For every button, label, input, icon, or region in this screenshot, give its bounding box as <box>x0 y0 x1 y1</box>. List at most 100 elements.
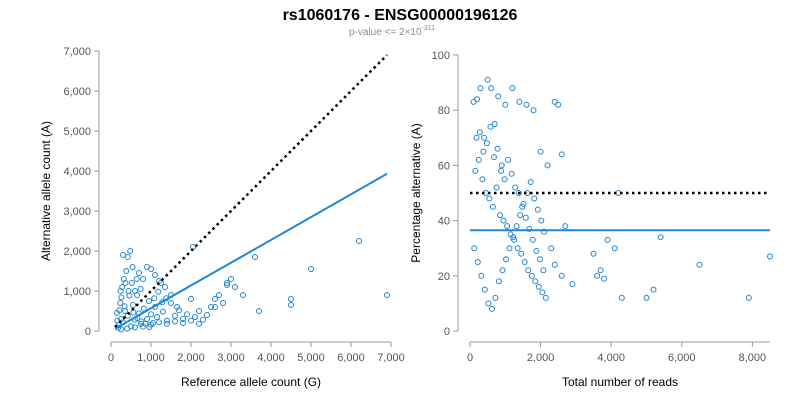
chart-subtitle: p-value <= 2×10-311 <box>349 25 435 38</box>
right-data-point <box>487 123 494 130</box>
right-x-tick-label: 0 <box>467 352 473 364</box>
left-data-point <box>118 294 125 301</box>
left-data-point <box>212 304 218 310</box>
left-data-point <box>200 316 206 323</box>
left-reference-line <box>114 54 388 328</box>
left-data-point <box>151 295 158 302</box>
left-x-tick-label: 3,000 <box>217 352 245 364</box>
left-data-point <box>148 311 154 318</box>
left-data-point <box>224 282 230 288</box>
right-data-point <box>471 245 478 252</box>
right-data-point <box>518 250 525 257</box>
left-data-point <box>136 270 142 276</box>
left-x-tick-label: 2,000 <box>177 352 205 364</box>
right-data-point <box>480 148 487 155</box>
right-data-point <box>597 267 604 274</box>
left-data-point <box>133 276 140 282</box>
left-y-tick-label: 1,000 <box>63 286 91 298</box>
left-data-point <box>172 312 178 319</box>
left-data-point <box>196 308 202 314</box>
right-data-point <box>474 96 481 103</box>
right-data-point <box>513 223 520 230</box>
right-data-point <box>590 250 597 257</box>
left-data-point <box>116 307 123 314</box>
left-data-point <box>288 296 294 302</box>
right-data-point <box>594 272 601 279</box>
right-data-point <box>532 278 539 285</box>
left-data-point <box>156 319 162 326</box>
left-data-point <box>384 292 390 298</box>
right-data-point <box>745 294 752 301</box>
right-data-point <box>544 162 551 169</box>
left-data-point <box>288 302 294 308</box>
left-data-point <box>356 238 362 244</box>
left-data-point <box>216 292 222 298</box>
right-data-point <box>529 236 536 243</box>
right-data-point <box>505 156 512 163</box>
right-data-point <box>526 225 533 232</box>
left-data-point <box>196 320 202 327</box>
left-data-point <box>162 284 168 290</box>
left-data-point <box>123 268 130 274</box>
right-data-point <box>601 275 608 282</box>
left-data-point <box>204 312 210 318</box>
right-data-point <box>604 236 611 243</box>
left-data-point <box>124 325 130 332</box>
left-data-point <box>125 288 132 294</box>
left-y-tick-label: 3,000 <box>63 206 91 218</box>
left-x-tick-label: 1,000 <box>137 352 165 364</box>
right-data-point <box>498 162 505 169</box>
right-data-point <box>696 261 703 268</box>
right-data-point <box>611 245 618 252</box>
right-data-point <box>643 294 650 301</box>
right-data-point <box>509 85 516 92</box>
left-data-point <box>146 298 152 304</box>
right-data-point <box>558 272 565 279</box>
right-data-point <box>489 203 496 210</box>
right-data-point <box>525 267 532 274</box>
left-x-tick-label: 6,000 <box>337 352 365 364</box>
left-y-tick-label: 4,000 <box>63 166 91 178</box>
right-data-point <box>488 85 495 92</box>
left-data-point <box>148 266 154 272</box>
right-y-tick-label: 80 <box>438 105 450 117</box>
right-data-point <box>494 145 501 152</box>
right-data-point <box>512 184 519 191</box>
right-data-point <box>528 272 535 279</box>
right-data-point <box>500 217 507 224</box>
left-data-point <box>126 292 133 299</box>
right-data-point <box>538 217 545 224</box>
left-data-point <box>117 300 124 306</box>
right-data-point <box>497 212 503 219</box>
right-data-point <box>618 294 625 301</box>
right-y-axis-label: Percentage alternative (A) <box>409 123 423 262</box>
left-data-point <box>252 254 258 260</box>
right-data-point <box>650 286 657 293</box>
right-data-point <box>542 294 549 301</box>
left-data-point <box>142 320 149 327</box>
right-data-point <box>527 179 534 185</box>
left-data-point <box>192 314 198 320</box>
left-data-point <box>132 288 138 294</box>
right-data-point <box>531 195 538 202</box>
right-data-point <box>485 300 492 307</box>
right-data-point <box>495 278 502 285</box>
left-data-point <box>140 305 147 312</box>
right-y-tick-label: 0 <box>444 326 450 338</box>
left-data-point <box>146 324 153 330</box>
left-data-point <box>220 300 226 306</box>
left-data-point <box>122 308 128 314</box>
right-data-point <box>534 206 541 213</box>
right-data-point <box>516 98 523 105</box>
chart-title: rs1060176 - ENSG00000196126 <box>283 7 518 24</box>
right-data-point <box>533 248 540 254</box>
left-x-axis-label: Reference allele count (G) <box>181 375 321 389</box>
right-data-point <box>486 195 493 202</box>
left-data-point <box>180 316 186 322</box>
left-data-point <box>160 308 166 315</box>
left-data-point <box>212 296 218 302</box>
right-data-point <box>476 129 483 136</box>
left-data-point <box>174 304 180 310</box>
